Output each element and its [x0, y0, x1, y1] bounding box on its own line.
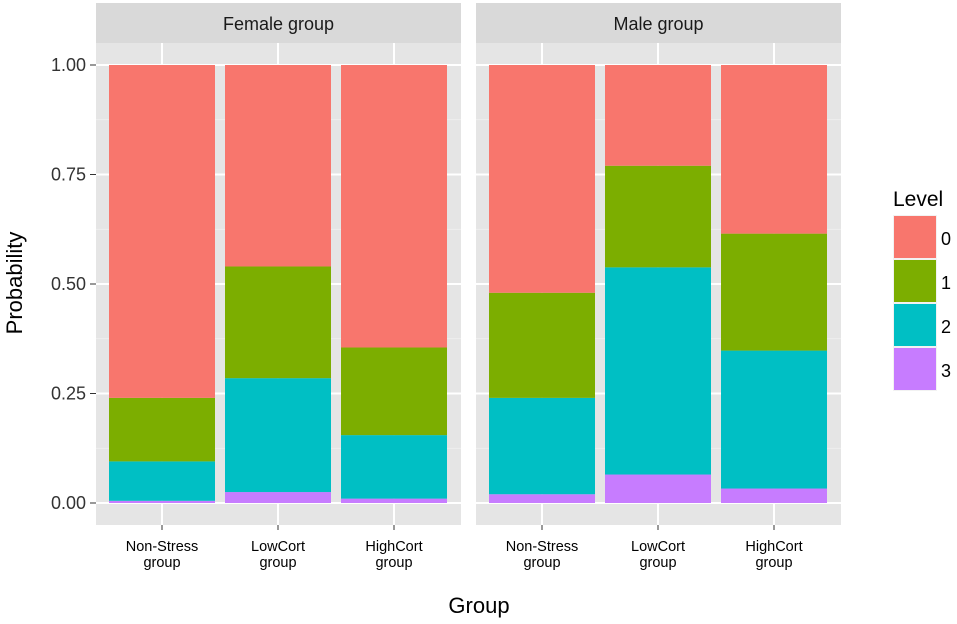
legend: Level 0 1 2 3 [893, 188, 951, 391]
x-tick-label-line: group [639, 555, 676, 571]
bar-segment-level-2 [489, 397, 595, 495]
bar-segment-level-2 [341, 435, 447, 499]
facet-strip [476, 3, 841, 43]
legend-swatch [894, 260, 936, 302]
bar-segment-level-3 [489, 494, 595, 503]
bar-segment-level-3 [109, 500, 215, 503]
bar-segment-level-1 [225, 266, 331, 379]
bar-segment-level-2 [225, 378, 331, 493]
x-axis-title: Group [448, 593, 509, 618]
bar-segment-level-3 [605, 474, 711, 503]
bar-segment-level-3 [341, 498, 447, 503]
x-tick-label-line: Non-Stress [126, 539, 199, 555]
legend-label: 1 [941, 273, 951, 293]
bar-segment-level-0 [341, 65, 447, 348]
bar-segment-level-2 [109, 461, 215, 501]
facet-panel: Female group [96, 3, 461, 525]
y-tick-label: 0.75 [51, 165, 86, 185]
y-tick-label: 0.25 [51, 384, 86, 404]
y-tick-label: 0.00 [51, 493, 86, 513]
x-tick-label-line: group [523, 555, 560, 571]
bar-segment-level-2 [721, 350, 827, 489]
legend-title: Level [893, 188, 943, 211]
legend-label: 0 [941, 229, 951, 249]
x-tick-label-line: group [143, 555, 180, 571]
legend-swatch [894, 216, 936, 258]
x-tick-label: LowCort group [251, 539, 305, 571]
bar-segment-level-1 [721, 233, 827, 351]
x-tick-label-line: group [259, 555, 296, 571]
bar-segment-level-0 [489, 65, 595, 293]
bar-segment-level-0 [225, 65, 331, 267]
y-axis-title: Probability [2, 232, 27, 335]
bar-segment-level-1 [489, 292, 595, 398]
y-tick-label: 0.50 [51, 274, 86, 294]
y-axis: 0.00 0.25 0.50 0.75 1.00 [51, 55, 96, 513]
legend-label: 2 [941, 317, 951, 337]
x-tick-label-line: HighCort [745, 539, 802, 555]
facet-title: Female group [223, 14, 334, 34]
bar-segment-level-0 [605, 65, 711, 166]
legend-swatch [894, 304, 936, 346]
bar-segment-level-2 [605, 267, 711, 475]
x-tick-label-line: Non-Stress [506, 539, 579, 555]
x-tick-label-line: LowCort [631, 539, 685, 555]
bar-segment-level-1 [109, 397, 215, 462]
y-tick-label: 1.00 [51, 55, 86, 75]
x-tick-label-line: group [375, 555, 412, 571]
x-tick-label-line: LowCort [251, 539, 305, 555]
bar-segment-level-1 [341, 347, 447, 436]
x-tick-label: Non-Stress group [126, 539, 199, 571]
facet-strip [96, 3, 461, 43]
bar-segment-level-1 [605, 165, 711, 268]
x-tick-label: HighCort group [745, 539, 802, 571]
x-tick-label: LowCort group [631, 539, 685, 571]
x-tick-label-line: HighCort [365, 539, 422, 555]
facet-title: Male group [613, 14, 703, 34]
x-tick-label: Non-Stress group [506, 539, 579, 571]
x-tick-label-line: group [755, 555, 792, 571]
facet-panel: Male group [476, 3, 841, 525]
bar-segment-level-0 [109, 65, 215, 398]
panels: Female group Male group [96, 3, 841, 525]
bar-segment-level-0 [721, 65, 827, 234]
x-tick-label: HighCort group [365, 539, 422, 571]
bar-segment-level-3 [721, 488, 827, 503]
legend-swatch [894, 348, 936, 390]
legend-label: 3 [941, 361, 951, 381]
bar-segment-level-3 [225, 492, 331, 503]
